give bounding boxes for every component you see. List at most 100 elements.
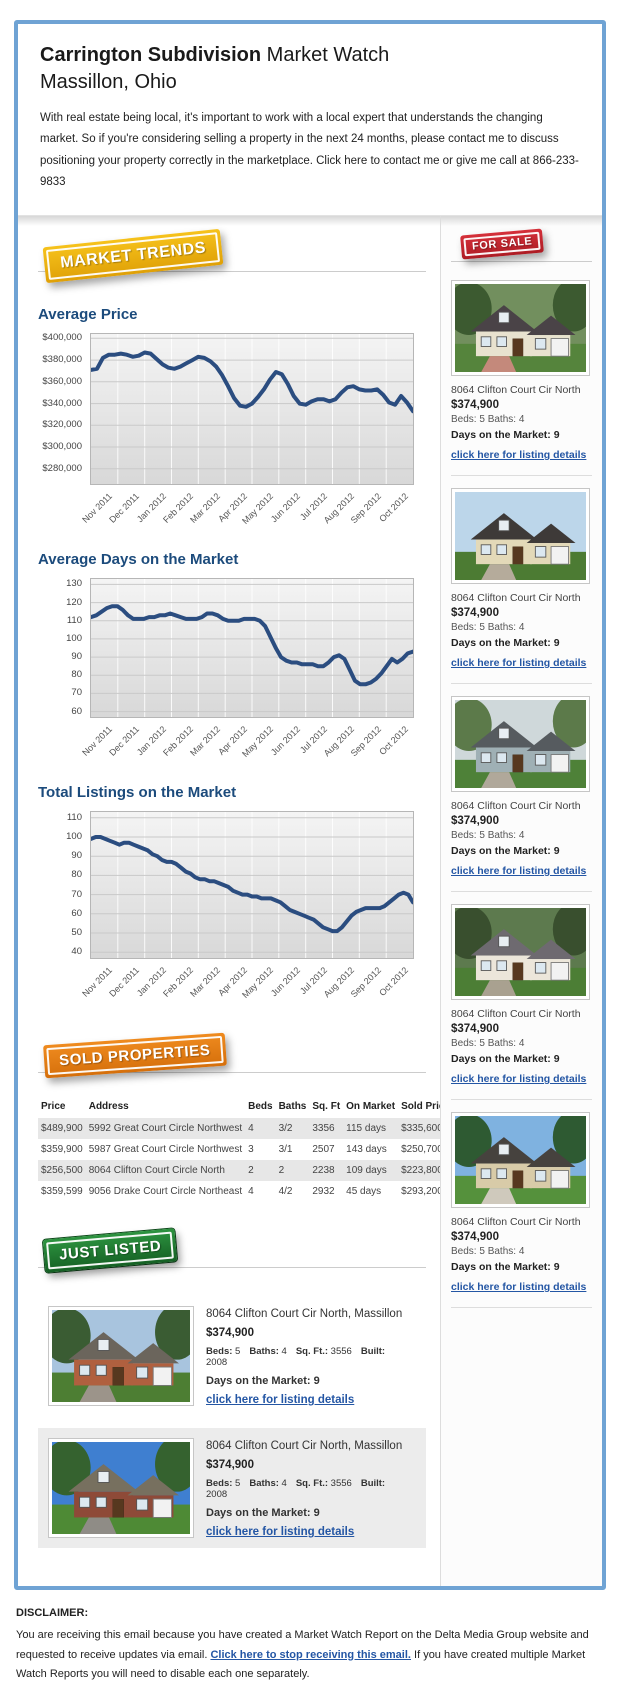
listing-address: 8064 Clifton Court Cir North [451, 1216, 581, 1229]
y-tick-label: 100 [66, 831, 82, 843]
spec-pair: Baths: 4 [249, 1346, 287, 1358]
just-listed-badge: JUST LISTED [42, 1228, 178, 1273]
just-listed-item: 8064 Clifton Court Cir North, Massillon … [38, 1428, 426, 1549]
table-cell: 5987 Great Court Circle Northwest [88, 1144, 243, 1156]
listing-beds-baths: Beds: 5 Baths: 4 [451, 414, 525, 426]
listing-price: $374,900 [206, 1327, 254, 1340]
listing-details-link[interactable]: click here for listing details [451, 865, 587, 878]
y-tick-label: 70 [71, 888, 82, 900]
listing-address: 8064 Clifton Court Cir North [451, 384, 581, 397]
table-cell: 2 [278, 1165, 285, 1177]
listing-days-on-market: Days on the Market: 9 [451, 429, 560, 442]
house-illustration [455, 908, 586, 997]
sold-properties-header: SOLD PROPERTIES [38, 1032, 426, 1089]
report-type: Market Watch [261, 44, 390, 66]
just-listed-header: JUST LISTED [38, 1228, 426, 1284]
just-listed-item: 8064 Clifton Court Cir North, Massillon … [38, 1296, 426, 1416]
property-photo [48, 1438, 194, 1539]
listing-address: 8064 Clifton Court Cir North [451, 592, 581, 605]
for-sale-listing: 8064 Clifton Court Cir North $374,900 Be… [451, 488, 592, 685]
x-axis-labels: Nov 2011 Dec 2011 Jan 2012 Feb 2012 Mar 2012… [81, 959, 414, 1007]
table-cell: 3 [248, 1144, 254, 1156]
y-tick-label: 80 [71, 669, 82, 681]
y-tick-label: 100 [66, 632, 82, 644]
y-tick-label: $300,000 [42, 441, 82, 453]
y-axis-labels: $400,000 $380,000 $360,000 $340,000 $320,000… [38, 332, 90, 533]
house-illustration [455, 284, 586, 373]
listing-days-on-market: Days on the Market: 9 [451, 1261, 560, 1274]
listing-days-on-market: Days on the Market: 9 [451, 845, 560, 858]
table-row: $359,599 9056 Drake Court Circle Northeas… [38, 1181, 453, 1202]
spec-pair: Built: 2008 [206, 1346, 386, 1369]
table-cell: $250,700 [401, 1144, 443, 1156]
house-illustration [455, 1116, 586, 1205]
y-tick-label: 110 [66, 811, 82, 823]
table-cell: $335,600 [401, 1123, 443, 1135]
table-cell: 109 days [346, 1165, 387, 1177]
table-cell: $256,500 [41, 1165, 83, 1177]
content-columns: MARKET TRENDS Average Price $400,000 $380… [18, 215, 602, 1587]
table-cell: 4 [248, 1123, 254, 1135]
for-sale-listing: 8064 Clifton Court Cir North $374,900 Be… [451, 904, 592, 1101]
intro-text: With real estate being local, it's impor… [40, 112, 579, 188]
for-sale-sidebar: FOR SALE 8064 Clifton Court Cir North $3… [440, 216, 602, 1587]
spec-pair: Beds: 5 [206, 1478, 241, 1490]
listing-price: $374,900 [451, 1231, 499, 1244]
listing-details-link[interactable]: click here for listing details [206, 1394, 355, 1407]
listing-price: $374,900 [451, 1023, 499, 1036]
y-tick-label: 90 [71, 651, 82, 663]
unsubscribe-link[interactable]: Click here to stop receiving this email. [210, 1648, 411, 1661]
listing-details-link[interactable]: click here for listing details [206, 1526, 355, 1539]
listing-details-link[interactable]: click here for listing details [451, 449, 587, 462]
spec-pair: Beds: 5 [206, 1346, 241, 1358]
table-cell: 2 [248, 1165, 254, 1177]
disclaimer-heading: DISCLAIMER: [16, 1607, 89, 1620]
listing-days-on-market: Days on the Market: 9 [206, 1507, 320, 1520]
property-photo [451, 280, 590, 377]
table-header-row: Price Address Beds Baths Sq. Ft On Market Sold… [38, 1095, 453, 1118]
y-tick-label: 40 [71, 946, 82, 958]
listing-details-link[interactable]: click here for listing details [451, 657, 587, 670]
y-tick-label: 80 [71, 869, 82, 881]
listing-beds-baths: Beds: 5 Baths: 4 [451, 1246, 525, 1258]
column-header: Price [41, 1101, 66, 1113]
table-cell: 2238 [312, 1165, 335, 1177]
column-header: Sold Price [401, 1101, 450, 1113]
listing-details-link[interactable]: click here for listing details [451, 1281, 587, 1294]
table-cell: 8064 Clifton Court Circle North [88, 1165, 225, 1177]
y-tick-label: 90 [71, 850, 82, 862]
for-sale-header: FOR SALE [451, 228, 592, 272]
listing-price: $374,900 [451, 607, 499, 620]
table-cell: $359,599 [41, 1186, 83, 1198]
listing-beds-baths: Beds: 5 Baths: 4 [451, 1038, 525, 1050]
table-cell: $359,900 [41, 1144, 83, 1156]
property-photo [451, 696, 590, 793]
main-column: MARKET TRENDS Average Price $400,000 $380… [18, 216, 453, 1586]
listing-days-on-market: Days on the Market: 9 [206, 1375, 320, 1388]
sold-table-body: $489,900 5992 Great Court Circle Northwes… [38, 1118, 453, 1202]
listing-address: 8064 Clifton Court Cir North, Massillon [206, 1440, 403, 1453]
spec-pair: Sq. Ft.: 3556 [295, 1478, 352, 1490]
listing-details-link[interactable]: click here for listing details [451, 1073, 587, 1086]
plot-area [90, 811, 414, 960]
city-state: Massillon, Ohio [40, 71, 177, 93]
listing-beds-baths: Beds: 5 Baths: 4 [451, 622, 525, 634]
property-photo [451, 488, 590, 585]
column-header: Address [88, 1101, 129, 1113]
property-photo [48, 1306, 194, 1407]
column-header: Beds [248, 1101, 273, 1113]
disclaimer: DISCLAIMER: You are receiving this email… [0, 1600, 620, 1706]
y-axis-labels: 130 120 110 100 90 80 70 60 [38, 578, 90, 766]
y-tick-label: $380,000 [42, 354, 82, 366]
table-cell: 5992 Great Court Circle Northwest [88, 1123, 243, 1135]
market-trends-badge: MARKET TRENDS [42, 228, 224, 284]
for-sale-listing: 8064 Clifton Court Cir North $374,900 Be… [451, 1112, 592, 1309]
plot-area [90, 578, 414, 719]
table-cell: 3/2 [278, 1123, 293, 1135]
table-row: $489,900 5992 Great Court Circle Northwes… [38, 1118, 453, 1140]
table-cell: 3356 [312, 1123, 335, 1135]
market-trends-header: MARKET TRENDS [38, 228, 426, 288]
house-illustration [52, 1310, 190, 1403]
listing-specs: Beds: 5 Baths: 4 Sq. Ft.: 3556 Built: 2008 [206, 1346, 416, 1368]
table-cell: 3/1 [278, 1144, 293, 1156]
